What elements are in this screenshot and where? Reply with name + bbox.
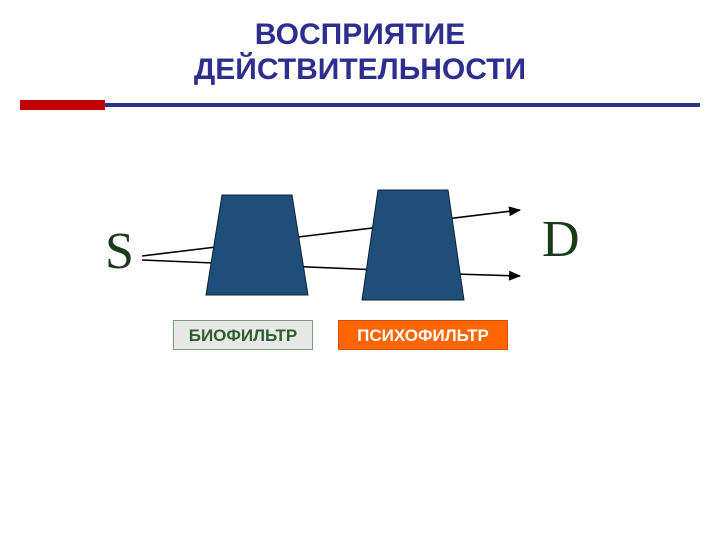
arrow-line (142, 210, 520, 256)
trapezoid-group (206, 190, 464, 300)
psychofilter-label: ПСИХОФИЛЬТР (338, 320, 508, 350)
letter-s: S (105, 222, 134, 281)
slide: ВОСПРИЯТИЕ ДЕЙСТВИТЕЛЬНОСТИ S D БИОФИЛЬТ… (0, 0, 720, 540)
arrows-group (142, 210, 520, 276)
biofilter-label: БИОФИЛЬТР (173, 320, 313, 350)
biofilter-shape (206, 195, 308, 295)
psychofilter-shape (362, 190, 464, 300)
letter-d: D (542, 210, 580, 269)
arrow-line (455, 274, 520, 276)
